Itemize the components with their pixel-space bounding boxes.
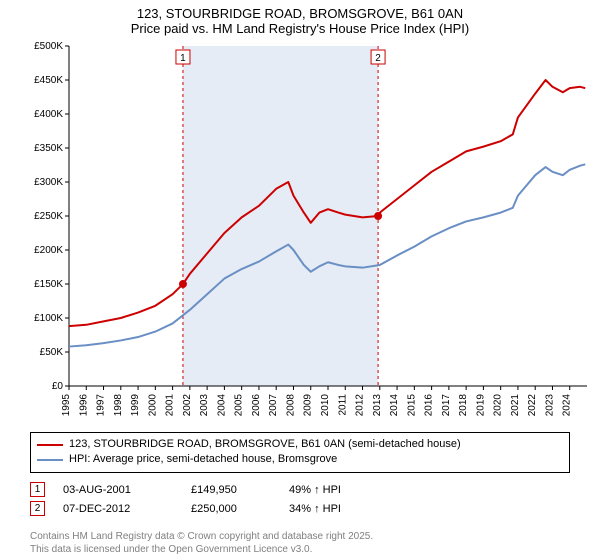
svg-text:2009: 2009 bbox=[303, 394, 314, 417]
legend-swatch bbox=[37, 459, 63, 461]
chart-title: 123, STOURBRIDGE ROAD, BROMSGROVE, B61 0… bbox=[0, 6, 600, 21]
svg-text:£500K: £500K bbox=[34, 41, 63, 52]
event-row: 1 03-AUG-2001 £149,950 49% ↑ HPI bbox=[30, 482, 379, 497]
legend-row: 123, STOURBRIDGE ROAD, BROMSGROVE, B61 0… bbox=[37, 437, 563, 452]
event-hpi: 49% ↑ HPI bbox=[289, 484, 379, 496]
svg-text:2014: 2014 bbox=[389, 394, 400, 417]
chart-subtitle: Price paid vs. HM Land Registry's House … bbox=[0, 21, 600, 36]
legend-swatch bbox=[37, 444, 63, 446]
svg-text:2001: 2001 bbox=[165, 394, 176, 417]
svg-text:£50K: £50K bbox=[40, 347, 64, 358]
svg-text:2015: 2015 bbox=[406, 394, 417, 417]
svg-text:£250K: £250K bbox=[34, 211, 63, 222]
line-chart: £0 £50K £100K £150K £200K £250K £300K £350K £400… bbox=[32, 40, 592, 420]
svg-text:2023: 2023 bbox=[544, 394, 555, 417]
svg-text:1: 1 bbox=[180, 53, 186, 64]
svg-text:£450K: £450K bbox=[34, 75, 63, 86]
svg-text:2002: 2002 bbox=[182, 394, 193, 417]
svg-text:2004: 2004 bbox=[216, 394, 227, 417]
svg-text:2022: 2022 bbox=[527, 394, 538, 417]
svg-text:£350K: £350K bbox=[34, 143, 63, 154]
event-row: 2 07-DEC-2012 £250,000 34% ↑ HPI bbox=[30, 501, 379, 516]
svg-text:£150K: £150K bbox=[34, 279, 63, 290]
svg-text:2021: 2021 bbox=[510, 394, 521, 417]
svg-text:1995: 1995 bbox=[61, 394, 72, 417]
svg-text:1997: 1997 bbox=[96, 394, 107, 417]
svg-text:1999: 1999 bbox=[130, 394, 141, 417]
chart-title-block: 123, STOURBRIDGE ROAD, BROMSGROVE, B61 0… bbox=[0, 0, 600, 36]
svg-text:2012: 2012 bbox=[355, 394, 366, 417]
svg-text:1996: 1996 bbox=[78, 394, 89, 417]
svg-text:2: 2 bbox=[375, 53, 381, 64]
event-badge: 2 bbox=[30, 501, 45, 516]
attribution-line: Contains HM Land Registry data © Crown c… bbox=[30, 531, 373, 544]
svg-text:2017: 2017 bbox=[441, 394, 452, 417]
svg-text:£100K: £100K bbox=[34, 313, 63, 324]
svg-text:2016: 2016 bbox=[424, 394, 435, 417]
svg-text:2018: 2018 bbox=[458, 394, 469, 417]
events-table: 1 03-AUG-2001 £149,950 49% ↑ HPI 2 07-DE… bbox=[30, 478, 379, 516]
event-badge: 1 bbox=[30, 482, 45, 497]
attribution-line: This data is licensed under the Open Gov… bbox=[30, 544, 373, 557]
chart-area: £0 £50K £100K £150K £200K £250K £300K £350K £400… bbox=[32, 40, 592, 420]
attribution: Contains HM Land Registry data © Crown c… bbox=[30, 531, 373, 556]
event-price: £149,950 bbox=[191, 484, 271, 496]
svg-text:2020: 2020 bbox=[493, 394, 504, 417]
svg-text:1998: 1998 bbox=[113, 394, 124, 417]
svg-text:2003: 2003 bbox=[199, 394, 210, 417]
event-date: 07-DEC-2012 bbox=[63, 503, 173, 515]
svg-text:2010: 2010 bbox=[320, 394, 331, 417]
svg-text:2000: 2000 bbox=[147, 394, 158, 417]
svg-text:£300K: £300K bbox=[34, 177, 63, 188]
legend: 123, STOURBRIDGE ROAD, BROMSGROVE, B61 0… bbox=[30, 432, 570, 473]
svg-text:2007: 2007 bbox=[268, 394, 279, 417]
svg-text:2013: 2013 bbox=[372, 394, 383, 417]
svg-text:2005: 2005 bbox=[234, 394, 245, 417]
svg-text:£0: £0 bbox=[52, 381, 64, 392]
svg-text:2019: 2019 bbox=[475, 394, 486, 417]
event-price: £250,000 bbox=[191, 503, 271, 515]
event-date: 03-AUG-2001 bbox=[63, 484, 173, 496]
legend-row: HPI: Average price, semi-detached house,… bbox=[37, 452, 563, 467]
svg-text:2011: 2011 bbox=[337, 394, 348, 416]
svg-text:2024: 2024 bbox=[562, 394, 573, 417]
svg-text:2008: 2008 bbox=[285, 394, 296, 417]
legend-label: 123, STOURBRIDGE ROAD, BROMSGROVE, B61 0… bbox=[69, 437, 461, 452]
svg-text:2006: 2006 bbox=[251, 394, 262, 417]
svg-text:£400K: £400K bbox=[34, 109, 63, 120]
svg-text:£200K: £200K bbox=[34, 245, 63, 256]
legend-label: HPI: Average price, semi-detached house,… bbox=[69, 452, 337, 467]
event-hpi: 34% ↑ HPI bbox=[289, 503, 379, 515]
